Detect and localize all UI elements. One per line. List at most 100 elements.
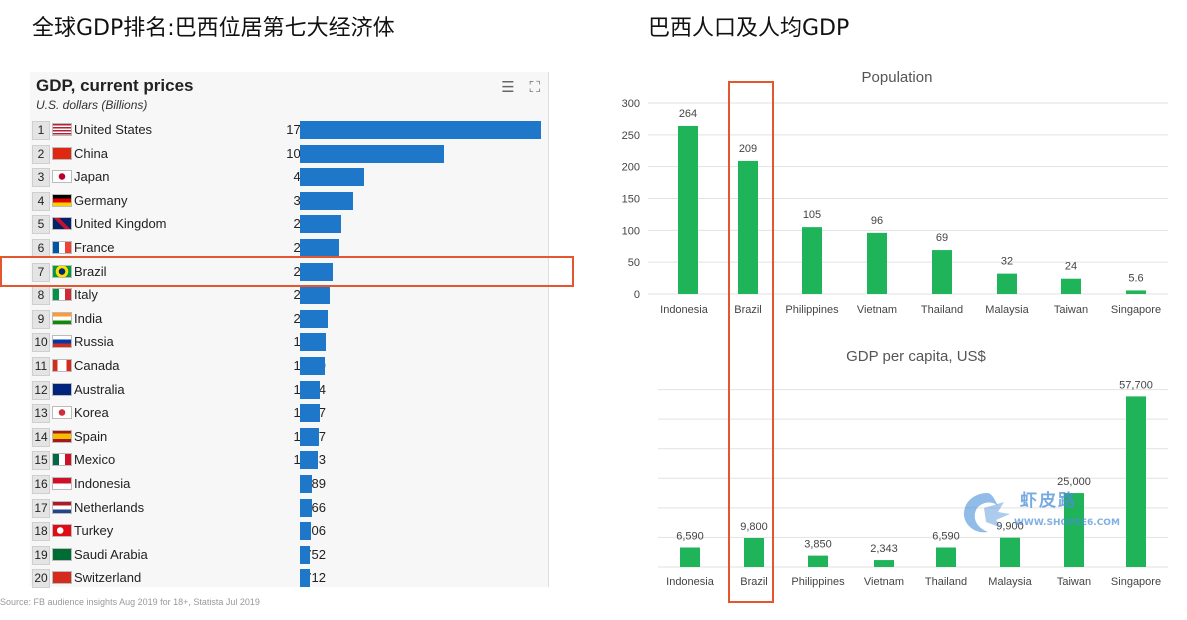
category-label: Singapore: [1111, 576, 1161, 588]
gdp-bar[interactable]: [300, 215, 341, 234]
gdp-per-capita-bar[interactable]: [808, 555, 828, 567]
category-label: Philippines: [791, 576, 845, 588]
category-label: Indonesia: [666, 576, 715, 588]
population-data-label: 105: [803, 209, 821, 221]
country-label: Mexico: [74, 452, 116, 468]
population-bar[interactable]: [867, 232, 887, 294]
population-data-label: 5.6: [1128, 272, 1143, 284]
country-label: Turkey: [74, 523, 114, 539]
source-note: Source: FB audience insights Aug 2019 fo…: [0, 597, 260, 607]
population-data-label: 24: [1065, 261, 1077, 273]
country-label: China: [74, 145, 108, 161]
y-tick-label: 100: [622, 225, 640, 237]
population-bar[interactable]: [802, 227, 822, 294]
category-label: Brazil: [734, 304, 762, 316]
gdp-per-capita-bar[interactable]: [1064, 493, 1084, 567]
gdp-per-capita-bar[interactable]: [680, 547, 700, 567]
australia-flag-icon: [52, 382, 72, 396]
gdp-bar[interactable]: [300, 239, 340, 257]
gdp-bar[interactable]: [300, 168, 364, 187]
gdp-bar[interactable]: [300, 357, 325, 375]
gdp-bar[interactable]: [300, 451, 318, 470]
chart-subtitle: U.S. dollars (Billions): [36, 98, 148, 112]
united-kingdom-flag-icon: [52, 217, 72, 231]
gdp-bar[interactable]: [300, 262, 333, 281]
population-bar[interactable]: [738, 160, 758, 294]
population-bar[interactable]: [1061, 278, 1081, 294]
gdp-bar[interactable]: [300, 545, 311, 564]
gdp-per-capita-bar[interactable]: [744, 538, 764, 567]
rank-label: 5: [32, 215, 50, 235]
population-bar[interactable]: [678, 125, 698, 294]
population-bar[interactable]: [997, 273, 1017, 294]
gdp-row-france: 6France2,847: [30, 237, 548, 259]
fullscreen-icon[interactable]: ⛶: [529, 78, 540, 96]
category-label: Taiwan: [1057, 576, 1091, 588]
mexico-flag-icon: [52, 453, 72, 467]
gdp-bar[interactable]: [300, 191, 354, 210]
category-label: Indonesia: [660, 304, 709, 316]
russia-flag-icon: [52, 335, 72, 349]
population-data-label: 96: [871, 215, 883, 227]
gdp-bar[interactable]: [300, 475, 313, 493]
chart-title: GDP, current prices: [36, 76, 194, 95]
left-title: 全球GDP排名:巴西位居第七大经济体: [32, 16, 395, 41]
brazil-flag-icon: [52, 264, 72, 278]
menu-icon[interactable]: ☰: [501, 78, 515, 96]
gdp-bar[interactable]: [300, 404, 320, 423]
population-title: Population: [862, 69, 933, 86]
gdp-row-brazil: 7Brazil2,353: [30, 261, 548, 283]
gdp-per-capita-bar[interactable]: [936, 547, 956, 567]
gdp-bar[interactable]: [300, 498, 312, 517]
gdp-bar[interactable]: [300, 309, 329, 328]
gdp-bar[interactable]: [300, 427, 320, 446]
population-data-label: 69: [936, 232, 948, 244]
country-label: India: [74, 310, 103, 326]
gdp-per-capita-bar[interactable]: [874, 560, 894, 567]
y-tick-label: 50: [628, 257, 640, 269]
gdp-per-capita-data-label: 6,590: [676, 531, 704, 543]
spain-flag-icon: [52, 429, 72, 443]
population-data-label: 209: [739, 143, 757, 155]
gdp-bar[interactable]: [300, 333, 326, 352]
gdp-ranking-chart: GDP, current prices U.S. dollars (Billio…: [30, 72, 549, 589]
rank-label: 13: [32, 404, 50, 424]
y-tick-label: 0: [634, 289, 640, 301]
country-label: Switzerland: [74, 570, 142, 586]
gdp-bar[interactable]: [300, 121, 541, 139]
rank-label: 4: [32, 191, 50, 211]
country-label: United Kingdom: [74, 216, 167, 232]
country-label: Netherlands: [74, 499, 145, 515]
rank-label: 18: [32, 522, 50, 542]
rank-label: 10: [32, 333, 50, 353]
gdp-per-capita-bar[interactable]: [1000, 537, 1020, 567]
population-bar[interactable]: [1126, 290, 1146, 294]
rank-label: 12: [32, 380, 50, 400]
turkey-flag-icon: [52, 524, 72, 538]
gdp-per-capita-data-label: 3,850: [804, 539, 832, 551]
rank-label: 9: [32, 309, 50, 329]
category-label: Singapore: [1111, 304, 1161, 316]
gdp-bar[interactable]: [300, 144, 444, 163]
gdp-bar[interactable]: [300, 286, 330, 305]
y-tick-label: 300: [622, 98, 640, 110]
population-bar[interactable]: [932, 250, 952, 294]
canada-flag-icon: [52, 359, 72, 372]
switzerland-flag-icon: [52, 571, 72, 585]
rank-label: 2: [32, 144, 50, 164]
dragon-logo-icon: [963, 493, 1010, 533]
gdp-row-india: 9India2,050: [30, 308, 548, 330]
rank-label: 7: [32, 262, 50, 282]
category-label: Thailand: [925, 576, 967, 588]
category-label: Malaysia: [988, 576, 1032, 588]
gdp-per-capita-bar[interactable]: [1126, 396, 1146, 567]
gdp-bar[interactable]: [300, 380, 320, 399]
gdp-bar[interactable]: [300, 569, 310, 588]
gdp-row-germany: 4Germany3,860: [30, 190, 548, 212]
category-label: Vietnam: [864, 576, 904, 588]
gdp-bar[interactable]: [300, 522, 312, 541]
